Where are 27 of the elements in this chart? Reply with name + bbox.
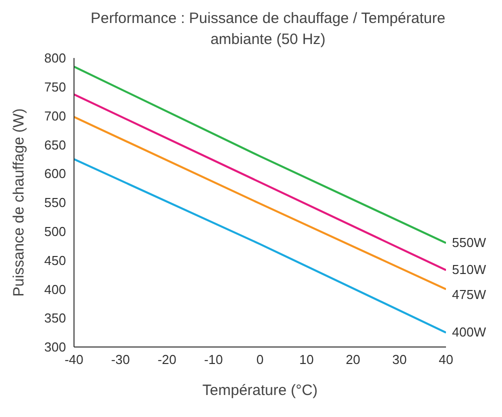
y-axis-title: Puissance de chauffage (W) (10, 108, 28, 297)
x-tick-label: -40 (64, 352, 84, 368)
x-tick-label: -10 (204, 352, 223, 368)
y-tick-label: 450 (44, 252, 66, 268)
series-label: 550W (452, 234, 487, 250)
y-tick-label: 800 (44, 50, 66, 66)
y-tick-label: 350 (44, 310, 66, 326)
y-tick-label: 600 (44, 166, 66, 182)
x-axis-title: Température (°C) (202, 382, 318, 399)
x-tick-label: 0 (256, 352, 264, 368)
x-tick-label: 30 (392, 352, 407, 368)
series-label: 510W (452, 262, 487, 278)
y-tick-label: 400 (44, 282, 66, 297)
x-tick-label: -30 (111, 352, 130, 368)
x-tick-label: -20 (158, 352, 176, 368)
y-tick-label: 500 (44, 224, 66, 240)
y-tick-label: 550 (44, 195, 66, 210)
y-tick-label: 650 (44, 137, 66, 152)
x-tick-label: 40 (438, 352, 454, 368)
chart-title: Performance : Puissance de chauffage / Température ambiante (50 Hz) (90, 9, 446, 50)
y-tick-label: 750 (44, 80, 66, 95)
x-tick-label: 20 (346, 352, 360, 368)
x-tick-label: 10 (299, 352, 314, 368)
series-label: 475W (452, 287, 487, 302)
y-tick-label: 700 (44, 108, 66, 124)
y-tick-label: 300 (44, 340, 66, 355)
series-label: 400W (452, 324, 487, 340)
